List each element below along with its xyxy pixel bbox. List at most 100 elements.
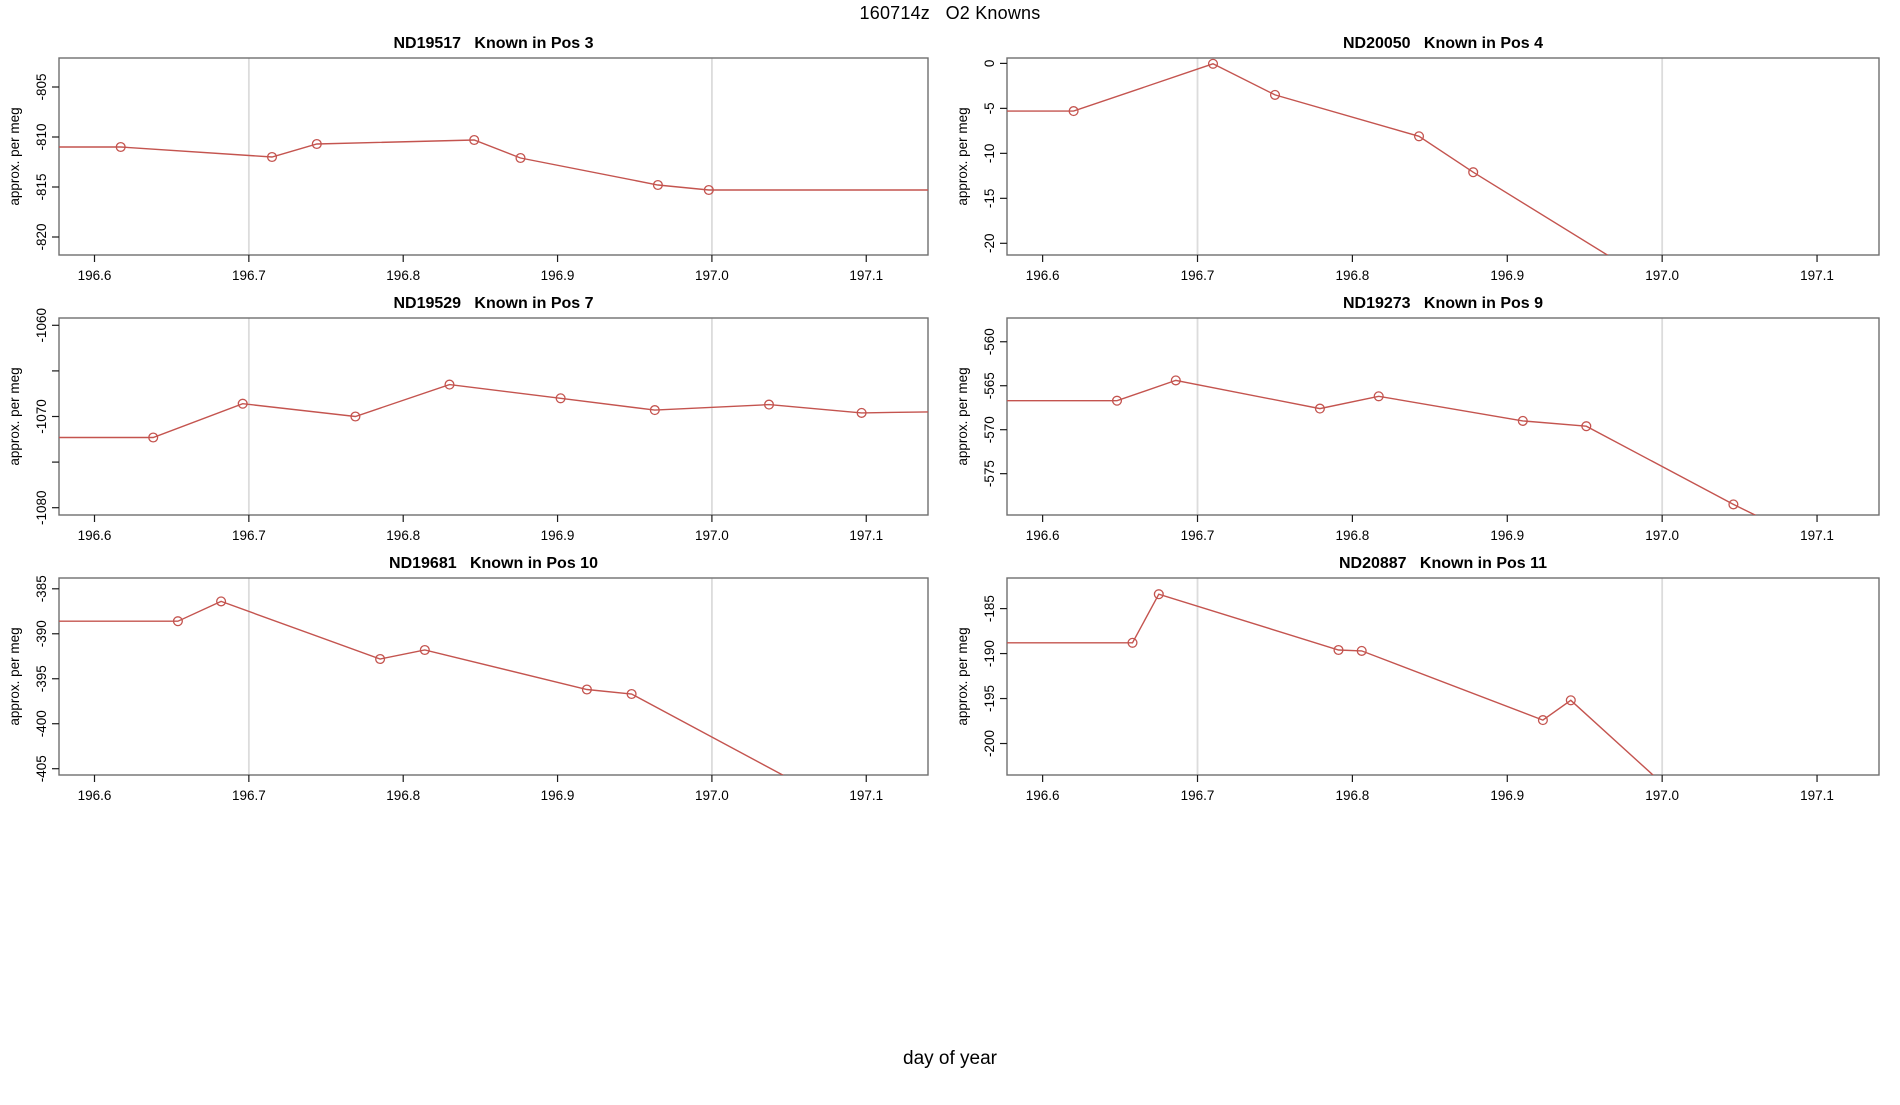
data-point-marker [469, 134, 480, 146]
y-tick-label: -565 [982, 372, 997, 399]
x-tick-label: 196.8 [386, 528, 420, 543]
data-point-marker [1373, 391, 1384, 402]
data-point-marker [1111, 395, 1123, 406]
y-tick-label: -820 [34, 223, 49, 250]
y-tick-label: -405 [34, 755, 49, 782]
figure-title: 160714z O2 Knowns [859, 3, 1041, 23]
x-tick-label: 196.7 [1181, 528, 1215, 543]
data-point-marker [1207, 58, 1219, 69]
x-tick-label: 197.0 [1645, 528, 1679, 543]
x-tick-label: 196.7 [1181, 268, 1215, 283]
y-tick-label: -395 [34, 665, 49, 692]
y-tick-label: -195 [982, 685, 997, 712]
data-point-marker [444, 379, 455, 390]
subplot-title: ND19273 Known in Pos 9 [1343, 295, 1543, 312]
data-point-marker [763, 399, 775, 410]
data-point-marker [1468, 167, 1479, 178]
y-axis-label: approx. per meg [955, 367, 970, 465]
data-point-marker [1127, 637, 1138, 648]
subplot-ND19681: 196.6 196.7 196.8 196.9 197.0 197.1 -385 -390 -3… [7, 555, 929, 803]
x-tick-label: 196.6 [78, 788, 112, 803]
data-point-marker [1314, 403, 1325, 414]
y-tick-label: -200 [982, 730, 997, 757]
x-tick-label: 197.0 [1645, 788, 1679, 803]
y-tick-label: -1070 [34, 399, 49, 434]
data-point-marker [350, 411, 361, 422]
y-tick-label: -400 [34, 710, 49, 737]
subplot-title: ND19681 Known in Pos 10 [389, 555, 598, 572]
data-line [1007, 379, 1757, 515]
y-tick-label: -190 [982, 640, 997, 667]
data-point-marker [419, 644, 430, 656]
data-point-marker [652, 179, 663, 191]
x-tick-label: 196.6 [1026, 788, 1060, 803]
subplot-ND19517: 196.6 196.7 196.8 196.9 197.0 197.1 -805 -810 -8… [7, 35, 929, 283]
x-tick-label: 196.6 [1026, 528, 1060, 543]
subplot-title: ND19529 Known in Pos 7 [393, 295, 593, 312]
data-point-marker [626, 688, 637, 700]
y-axis-label: approx. per meg [955, 107, 970, 205]
data-line [59, 600, 785, 775]
data-point-marker [555, 393, 566, 404]
y-tick-label: -575 [982, 460, 997, 487]
y-tick-label: -385 [34, 575, 49, 602]
y-tick-label: 0 [982, 60, 997, 68]
y-tick-label: -560 [982, 328, 997, 355]
data-point-marker [237, 398, 248, 409]
x-tick-label: 196.8 [1335, 528, 1369, 543]
y-tick-label: -805 [34, 73, 49, 100]
subplot-ND19529: 196.6 196.7 196.8 196.9 197.0 197.1 -1060 -1070… [7, 295, 929, 543]
y-tick-label: -570 [982, 416, 997, 443]
x-tick-label: 197.0 [695, 788, 729, 803]
x-tick-label: 196.7 [232, 268, 266, 283]
plot-box [58, 57, 929, 256]
x-tick-label: 196.7 [232, 528, 266, 543]
data-point-marker [1728, 499, 1739, 510]
data-point-marker [1565, 695, 1576, 706]
data-point-marker [1581, 421, 1592, 432]
subplot-title: ND19517 Known in Pos 3 [393, 35, 593, 52]
data-line [1007, 63, 1609, 255]
data-line [59, 383, 928, 439]
x-tick-label: 196.9 [541, 788, 575, 803]
y-tick-label: -5 [982, 102, 997, 114]
data-point-marker [216, 596, 227, 607]
subplot-title: ND20050 Known in Pos 4 [1343, 35, 1543, 52]
x-tick-label: 196.6 [78, 268, 112, 283]
y-tick-label: -185 [982, 595, 997, 622]
y-axis-label: approx. per meg [7, 107, 22, 205]
y-tick-label: -1080 [34, 490, 49, 525]
data-point-marker [581, 684, 592, 695]
y-tick-label: -810 [34, 123, 49, 150]
x-tick-label: 196.9 [1490, 788, 1524, 803]
data-point-marker [1537, 715, 1548, 726]
x-tick-label: 196.8 [1335, 788, 1369, 803]
x-tick-label: 196.9 [1490, 268, 1524, 283]
data-point-marker [703, 184, 714, 196]
y-axis-label: approx. per meg [955, 627, 970, 725]
y-tick-label: -1060 [34, 308, 49, 343]
data-point-marker [1170, 375, 1181, 386]
subplot-title: ND20887 Known in Pos 11 [1339, 555, 1547, 572]
x-tick-label: 197.1 [849, 268, 883, 283]
y-tick-label: -10 [982, 144, 997, 164]
y-axis-label: approx. per meg [7, 367, 22, 465]
x-tick-label: 196.7 [1181, 788, 1215, 803]
y-axis-label: approx. per meg [7, 627, 22, 725]
data-point-marker [649, 405, 660, 416]
subplot-ND19273: 196.6 196.7 196.8 196.9 197.0 197.1 -560 -565 -5… [955, 295, 1880, 543]
y-tick-label: -15 [982, 189, 997, 209]
data-point-marker [172, 616, 183, 627]
plot-box [58, 317, 929, 516]
x-axis-label-day-of-year: day of year [903, 1048, 997, 1069]
x-tick-label: 197.0 [695, 528, 729, 543]
x-tick-label: 196.6 [1026, 268, 1060, 283]
x-tick-label: 197.0 [695, 268, 729, 283]
data-point-marker [1068, 106, 1079, 117]
data-point-marker [1269, 89, 1281, 100]
subplot-ND20887: 196.6 196.7 196.8 196.9 197.0 197.1 -185 -190 -1… [955, 555, 1880, 803]
x-tick-label: 196.9 [1490, 528, 1524, 543]
x-tick-label: 197.1 [1800, 268, 1834, 283]
x-tick-label: 197.0 [1645, 268, 1679, 283]
